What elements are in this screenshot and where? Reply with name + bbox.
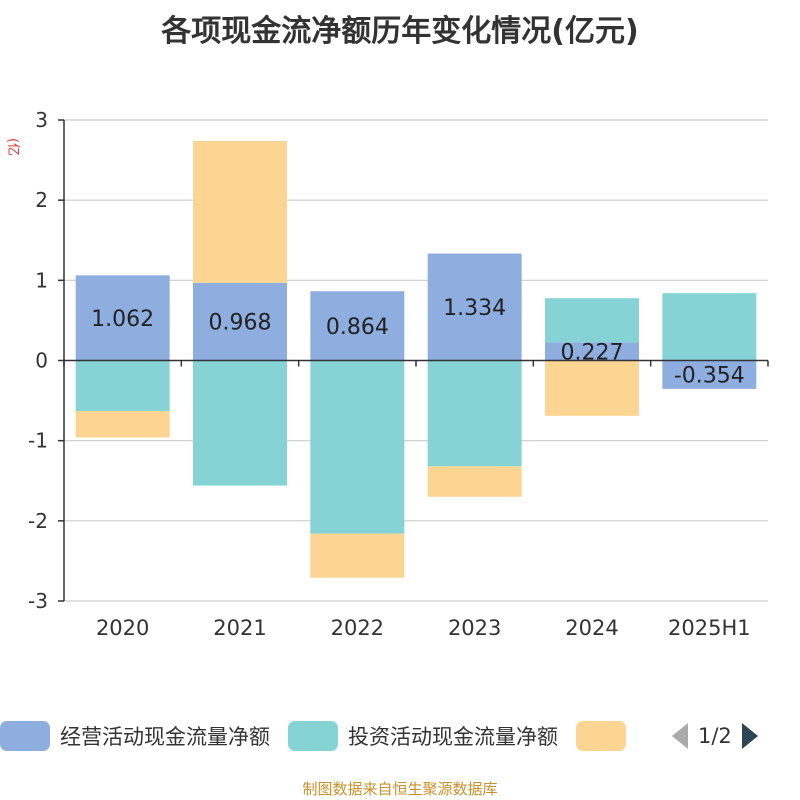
axes: 3 2 1 0 -1 -2 -3 2020 2021 2022 2023 2024 2025H1 (28, 108, 769, 640)
legend: 经营活动现金流量净额 投资活动现金流量净额 1/2 (0, 716, 758, 756)
legend-swatch-financing (576, 721, 626, 751)
x-tick-label: 2025H1 (668, 616, 751, 640)
legend-label-operating: 经营活动现金流量净额 (60, 725, 270, 749)
y-tick-label: 3 (35, 108, 48, 132)
x-tick-label: 2022 (331, 616, 384, 640)
legend-page-indicator: 1/2 (698, 724, 732, 748)
legend-next-arrow-icon[interactable] (741, 723, 758, 749)
bar-operating-2021 (193, 282, 287, 361)
bar-investing-2023 (427, 360, 522, 467)
legend-label-investing: 投资活动现金流量净额 (348, 725, 558, 749)
legend-item-financing[interactable] (576, 721, 636, 751)
legend-swatch-investing (288, 721, 338, 751)
bar-operating-2023 (427, 253, 522, 361)
data-source-note: 制图数据来自恒生聚源数据库 (302, 780, 498, 798)
data-label-operating: 0.968 (209, 311, 272, 336)
legend-item-investing[interactable]: 投资活动现金流量净额 (288, 721, 558, 751)
bar-operating-2022 (310, 291, 405, 361)
bar-operating-2020 (75, 275, 170, 361)
legend-item-operating[interactable]: 经营活动现金流量净额 (0, 721, 270, 751)
data-labels: 1.062 0.968 0.864 1.334 0.227 -0.354 (91, 296, 745, 389)
x-tick-label: 2021 (213, 616, 266, 640)
bar-financing-2021 (193, 141, 287, 283)
data-label-operating: -0.354 (674, 364, 745, 389)
bar-operating-2024 (545, 342, 639, 361)
legend-swatch-operating (0, 721, 50, 751)
bar-financing-2024 (545, 360, 639, 416)
bar-financing-2020 (75, 411, 170, 438)
y-tick-label: 2 (35, 188, 48, 212)
data-label-operating: 1.334 (443, 296, 506, 321)
grid-lines (64, 119, 768, 602)
bars (75, 141, 757, 578)
x-tick-label: 2023 (448, 616, 501, 640)
bar-investing-2020 (75, 360, 170, 412)
bar-chart: 3 2 1 0 -1 -2 -3 2020 2021 2022 2023 2024 2025H1 1.0… (28, 108, 769, 640)
bar-investing-2021 (193, 360, 287, 486)
bar-operating-2025H1 (662, 360, 757, 389)
data-label-operating: 1.062 (91, 307, 154, 332)
x-tick-label: 2024 (565, 616, 618, 640)
y-tick-label: 1 (35, 268, 48, 292)
data-label-operating: 0.227 (561, 340, 624, 365)
data-label-operating: 0.864 (326, 315, 389, 340)
legend-pager: 1/2 (672, 723, 758, 749)
bar-financing-2023 (427, 466, 522, 497)
bar-financing-2022 (310, 533, 405, 578)
chart-title: 各项现金流净额历年变化情况(亿元) (161, 14, 639, 49)
legend-prev-arrow-icon[interactable] (672, 723, 688, 749)
x-tick-label: 2020 (96, 616, 149, 640)
y-tick-label: -3 (28, 589, 48, 613)
bar-investing-2022 (310, 360, 405, 534)
bar-investing-2024 (545, 298, 639, 343)
bar-investing-2025H1 (662, 293, 757, 361)
y-tick-label: 0 (35, 349, 48, 373)
y-tick-label: -2 (28, 509, 48, 533)
y-tick-label: -1 (28, 429, 48, 453)
